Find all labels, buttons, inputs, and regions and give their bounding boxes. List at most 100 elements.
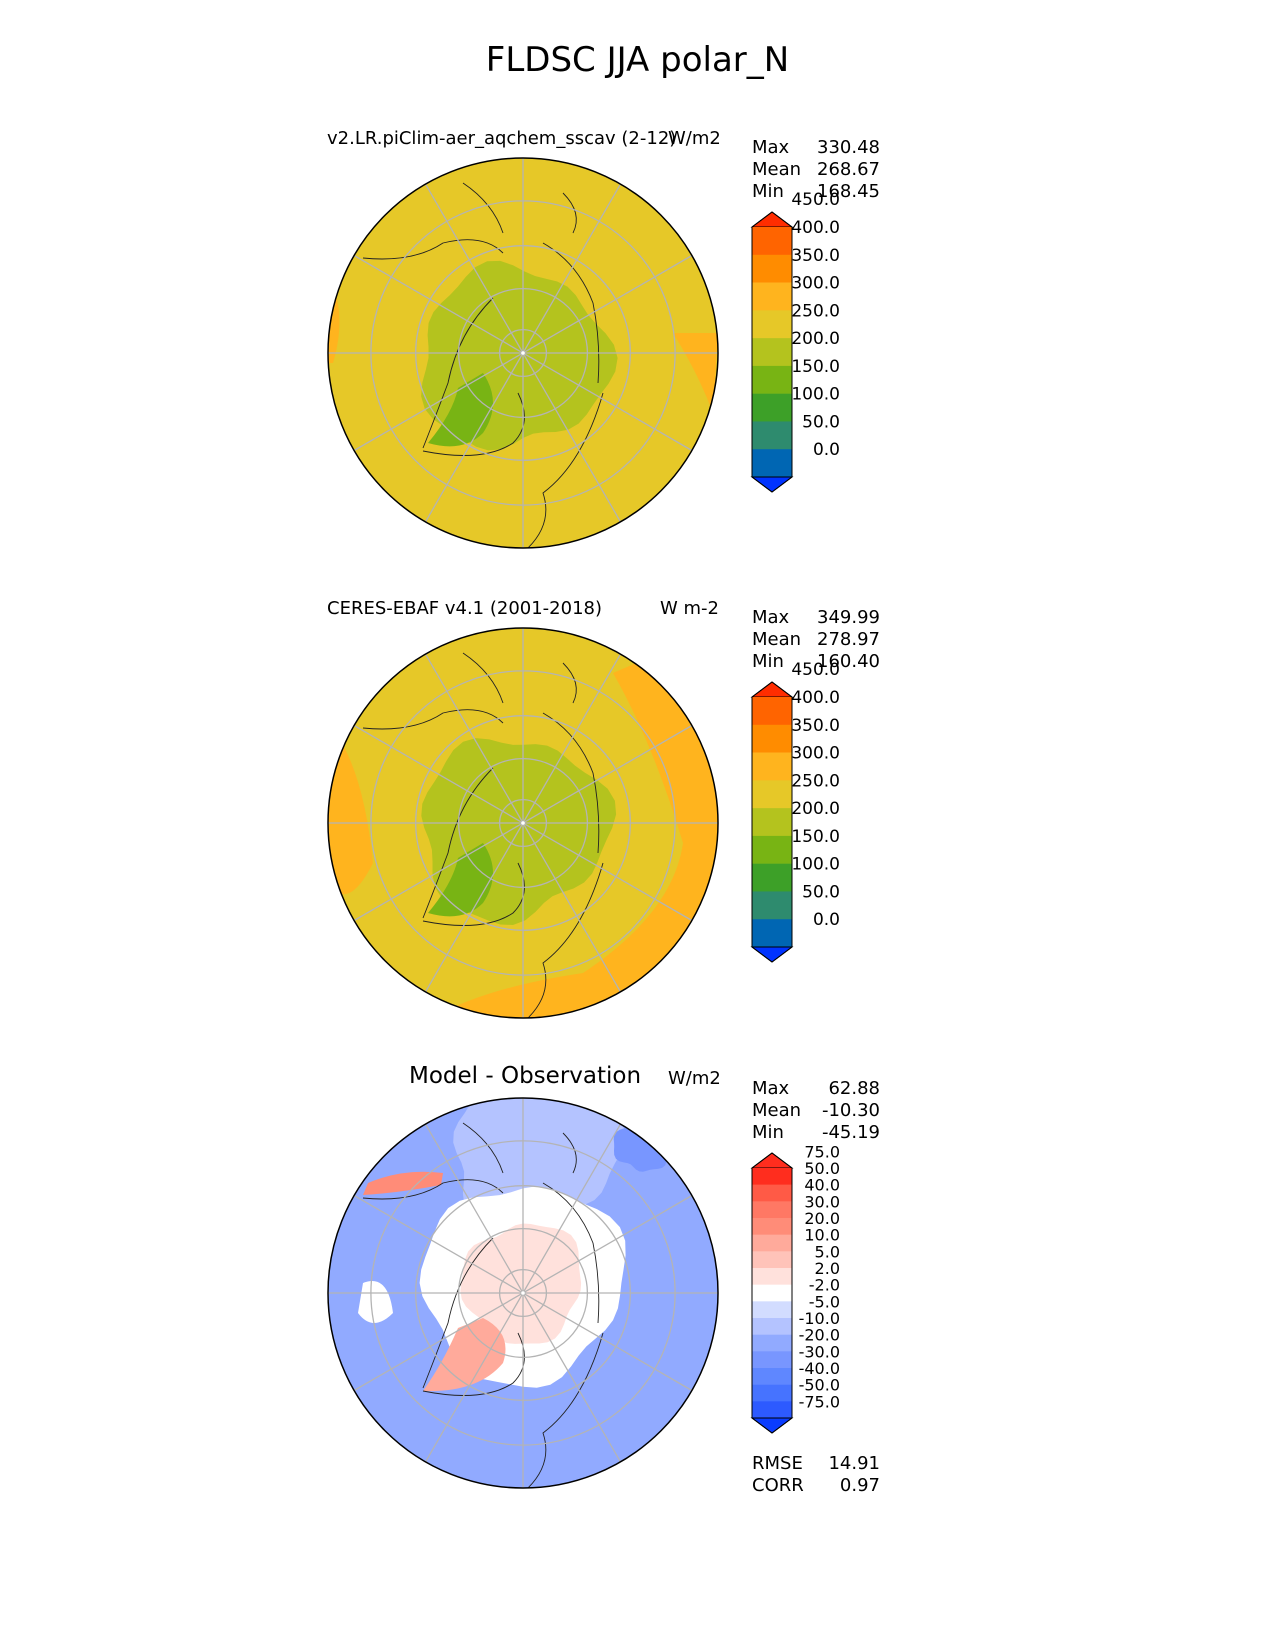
stat-label-max: Max	[752, 1078, 790, 1099]
colorbar-bin	[752, 227, 792, 256]
colorbar-extend-max	[750, 211, 794, 228]
field-region-300-350	[433, 628, 718, 1018]
stat-label-corr: CORR	[752, 1475, 804, 1496]
colorbar-bin	[752, 697, 792, 726]
colorbar-bin	[752, 1351, 792, 1369]
panel3-corr: 0.97	[839, 1475, 880, 1496]
colorbar-1: 0.0 50.0 100.0 150.0 200.0 250.0 300.0 350.0 400…	[750, 190, 840, 493]
panel3-rmse: 14.91	[828, 1453, 880, 1474]
colorbar-tick-label: 200.0	[791, 799, 840, 819]
colorbar-tick-label: -20.0	[799, 1326, 840, 1345]
panel1-min: 168.45	[817, 181, 880, 202]
panel3-max: 62.88	[828, 1078, 880, 1099]
colorbar-tick-label: 50.0	[802, 412, 840, 432]
colorbar-tick-label: 350.0	[791, 246, 840, 266]
colorbar-bin	[752, 421, 792, 450]
map-boundary	[327, 157, 719, 549]
coastline	[562, 662, 577, 704]
colorbar-tick-label: 75.0	[804, 1142, 840, 1161]
colorbar-bin	[752, 780, 792, 809]
colorbar-tick-label: -75.0	[799, 1392, 840, 1411]
colorbar-tick-label: -40.0	[799, 1359, 840, 1378]
colorbar-tick-label: 40.0	[804, 1176, 840, 1195]
north-pole-marker	[521, 351, 525, 355]
panel1-subtitle: v2.LR.piClim-aer_aqchem_sscav (2-12)	[327, 128, 677, 149]
colorbar-outline	[751, 1152, 793, 1434]
polar-map-2	[327, 627, 719, 1019]
colorbar-tick-label: 0.0	[813, 440, 840, 460]
field-region-150-200	[428, 373, 493, 447]
panel3-mean: -10.30	[821, 1100, 880, 1121]
colorbar-tick-label: -2.0	[809, 1276, 840, 1295]
colorbar-bin	[752, 808, 792, 837]
north-pole-marker	[521, 1291, 525, 1295]
coastline	[542, 242, 600, 384]
coastline	[562, 1132, 577, 1174]
colorbar-outline	[751, 681, 793, 963]
colorbar-bin	[752, 863, 792, 892]
colorbar-bin	[752, 338, 792, 367]
colorbar-bin	[752, 1201, 792, 1219]
colorbar-bin	[752, 393, 792, 422]
colorbar-extend-min	[750, 1417, 794, 1434]
stat-label-mean: Mean	[752, 629, 802, 650]
colorbar-extend-max	[750, 1152, 794, 1169]
coastline	[422, 392, 525, 456]
colorbar-tick-label: 300.0	[791, 744, 840, 764]
coastline	[362, 239, 504, 260]
colorbar-tick-label: 350.0	[791, 716, 840, 736]
stat-label-rmse: RMSE	[752, 1453, 803, 1474]
colorbar-bin	[752, 365, 792, 394]
colorbar-tick-label: 450.0	[791, 190, 840, 210]
colorbar-bin	[752, 919, 792, 948]
diff-region-light-positive	[460, 1223, 582, 1344]
colorbar-tick-label: 400.0	[791, 688, 840, 708]
panel3-units: W/m2	[668, 1068, 721, 1089]
panel2-mean: 278.97	[817, 629, 880, 650]
colorbar-2: 0.0 50.0 100.0 150.0 200.0 250.0 300.0 350.0 400…	[750, 660, 840, 963]
panel1-max: 330.48	[817, 137, 880, 158]
stat-label-mean: Mean	[752, 1100, 802, 1121]
colorbar-tick-label: 400.0	[791, 218, 840, 238]
coastline	[527, 1332, 604, 1488]
colorbar-extend-max	[750, 681, 794, 698]
panel3-stats: Max 62.88 Mean -10.30 Min -45.19	[752, 1078, 880, 1144]
polar-map-3	[327, 1097, 719, 1489]
panel2-max: 349.99	[817, 607, 880, 628]
colorbar-bin	[752, 1284, 792, 1302]
figure-title: FLDSC JJA polar_N	[485, 40, 790, 80]
colorbar-tick-label: 450.0	[791, 660, 840, 680]
colorbar-tick-label: 20.0	[804, 1209, 840, 1228]
stat-label-mean: Mean	[752, 159, 802, 180]
colorbar-bin	[752, 254, 792, 283]
north-pole-marker	[521, 821, 525, 825]
panel2-min: 160.40	[817, 651, 880, 672]
colorbar-bin	[752, 449, 792, 478]
colorbar-tick-label: 150.0	[791, 357, 840, 377]
colorbar-tick-label: -10.0	[799, 1309, 840, 1328]
diff-region-neutral	[358, 1281, 393, 1323]
map-field	[328, 628, 718, 1018]
colorbar-tick-label: 30.0	[804, 1192, 840, 1211]
colorbar-bin	[752, 1401, 792, 1419]
coastline	[422, 297, 494, 449]
colorbar-extend-min	[750, 476, 794, 493]
colorbar-bin	[752, 724, 792, 753]
colorbar-bin	[752, 1218, 792, 1235]
stat-label-min: Min	[752, 651, 784, 672]
coastline	[527, 392, 604, 548]
coastline	[422, 767, 494, 919]
map-boundary	[327, 1097, 719, 1489]
stat-label-max: Max	[752, 607, 790, 628]
map-field	[328, 158, 718, 548]
panel1-stats: Max 330.48 Mean 268.67 Min 168.45	[752, 137, 880, 203]
colorbar-bin	[752, 1368, 792, 1385]
colorbar-bin	[752, 1384, 792, 1402]
colorbar-tick-label: 250.0	[791, 301, 840, 321]
stat-label-max: Max	[752, 137, 790, 158]
colorbar-bin	[752, 1234, 792, 1252]
colorbar-bin	[752, 1301, 792, 1319]
colorbar-tick-label: -5.0	[809, 1292, 840, 1311]
coastline	[422, 1332, 525, 1396]
